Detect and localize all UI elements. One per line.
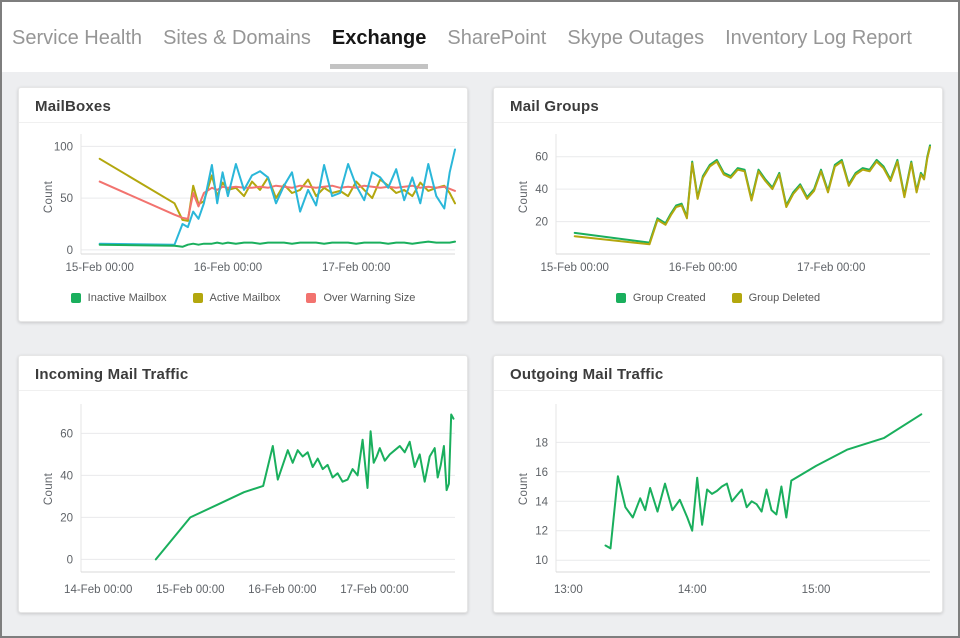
tab-service-health[interactable]: Service Health	[12, 27, 143, 49]
legend-label: Active Mailbox	[209, 292, 281, 304]
x-tick-label: 13:00	[554, 584, 583, 596]
incoming-mail-traffic-chart: Count 0 20 40 60 14-Feb 00:00 15-Feb 00:00 16-…	[19, 394, 467, 605]
tab-inventory-log-report[interactable]: Inventory Log Report	[725, 27, 912, 49]
legend-label: Inactive Mailbox	[87, 292, 167, 304]
x-tick-label: 16-Feb 00:00	[669, 262, 737, 274]
legend-swatch	[615, 293, 626, 303]
y-tick-label: 40	[535, 184, 548, 196]
tab-skype-outages[interactable]: Skype Outages	[567, 27, 705, 49]
chart-title-incoming: Incoming Mail Traffic	[35, 366, 189, 383]
x-tick-label: 15-Feb 00:00	[65, 262, 133, 274]
tab-bar: Service Health Sites & Domains Exchange Sha…	[2, 2, 958, 72]
legend-label: Group Deleted	[748, 292, 821, 304]
y-tick-label: 50	[60, 193, 73, 205]
dashboard-content: MailBoxes Count 0 50 100 15-Feb 00:00 16-Feb…	[2, 72, 958, 613]
outgoing-mail-traffic-plot: 10 12 14 16 18 13:00 14:00 15:00	[535, 404, 930, 596]
outgoing-mail-traffic-chart: Count 10 12 14 16 18 13:00 14:00 15:00	[494, 394, 942, 605]
legend-swatch	[192, 293, 203, 303]
series-incoming-mail	[154, 413, 455, 561]
y-axis-label: Count	[43, 180, 55, 213]
mailboxes-plot: 0 50 100 15-Feb 00:00 16-Feb 00:00 17-Feb 00:…	[54, 134, 456, 274]
chart-card-mail-groups: Mail Groups Count 20 40 60 15-Feb 00:00 16-F…	[493, 87, 943, 322]
chart-card-mailboxes: MailBoxes Count 0 50 100 15-Feb 00:00 16-Feb…	[18, 87, 468, 322]
mail-groups-chart: Count 20 40 60 15-Feb 00:00 16-Feb 00:00 17-F…	[494, 126, 942, 283]
y-tick-label: 10	[535, 555, 548, 567]
card-divider	[19, 122, 467, 123]
y-tick-label: 40	[60, 470, 73, 482]
series-unlabeled	[98, 148, 456, 246]
x-tick-label: 16-Feb 00:00	[194, 262, 262, 274]
legend-item-group-created[interactable]: Group Created	[615, 292, 706, 304]
y-tick-label: 0	[67, 554, 73, 566]
x-tick-label: 17-Feb 00:00	[340, 584, 408, 596]
series-inactive-mailbox	[98, 240, 456, 248]
y-tick-label: 0	[67, 245, 73, 257]
legend-item-over-warning-size[interactable]: Over Warning Size	[306, 292, 415, 304]
y-tick-label: 12	[535, 526, 548, 538]
y-tick-label: 100	[54, 141, 73, 153]
y-tick-label: 14	[535, 496, 548, 508]
x-tick-label: 14-Feb 00:00	[64, 584, 132, 596]
chart-title-outgoing: Outgoing Mail Traffic	[510, 366, 664, 383]
incoming-mail-traffic-plot: 0 20 40 60 14-Feb 00:00 15-Feb 00:00 16-Feb 00…	[60, 404, 455, 596]
legend-swatch	[306, 293, 317, 303]
x-tick-label: 17-Feb 00:00	[322, 262, 390, 274]
legend-label: Over Warning Size	[323, 292, 416, 304]
series-group-deleted	[573, 146, 931, 246]
legend-item-inactive-mailbox[interactable]: Inactive Mailbox	[70, 292, 167, 304]
x-tick-label: 14:00	[678, 584, 707, 596]
x-tick-label: 15-Feb 00:00	[540, 262, 608, 274]
tab-sharepoint[interactable]: SharePoint	[447, 27, 547, 49]
chart-title-mailboxes: MailBoxes	[35, 98, 111, 115]
y-tick-label: 18	[535, 437, 548, 449]
mailboxes-chart: Count 0 50 100 15-Feb 00:00 16-Feb 00:00 17-F…	[19, 126, 467, 283]
chart-legend: Inactive Mailbox Active Mailbox Over Warni…	[19, 292, 467, 304]
y-tick-label: 20	[535, 217, 548, 229]
legend-swatch	[70, 293, 81, 303]
legend-label: Group Created	[632, 292, 706, 304]
card-divider	[494, 390, 942, 391]
legend-item-group-deleted[interactable]: Group Deleted	[731, 292, 821, 304]
tab-exchange[interactable]: Exchange	[329, 26, 429, 69]
tab-sites-domains[interactable]: Sites & Domains	[163, 27, 311, 49]
series-outgoing-mail	[604, 413, 923, 550]
legend-item-active-mailbox[interactable]: Active Mailbox	[192, 292, 281, 304]
y-axis-label: Count	[43, 472, 55, 506]
legend-swatch	[731, 293, 742, 303]
chart-card-outgoing-mail-traffic: Outgoing Mail Traffic Count 10 12 14 16 18 13…	[493, 355, 943, 613]
y-tick-label: 60	[60, 428, 73, 440]
x-tick-label: 16-Feb 00:00	[248, 584, 316, 596]
chart-card-incoming-mail-traffic: Incoming Mail Traffic Count 0 20 40 60 14-Fe…	[18, 355, 468, 613]
y-axis-label: Count	[518, 180, 530, 213]
y-tick-label: 16	[535, 467, 548, 479]
y-axis-label: Count	[518, 472, 530, 506]
y-tick-label: 20	[60, 512, 73, 524]
x-tick-label: 17-Feb 00:00	[797, 262, 865, 274]
y-tick-label: 60	[535, 152, 548, 164]
x-tick-label: 15:00	[802, 584, 831, 596]
chart-title-mail-groups: Mail Groups	[510, 98, 599, 115]
mail-groups-plot: 20 40 60 15-Feb 00:00 16-Feb 00:00 17-Feb 00:…	[535, 134, 931, 274]
chart-legend: Group Created Group Deleted	[494, 292, 942, 304]
card-divider	[19, 390, 467, 391]
card-divider	[494, 122, 942, 123]
x-tick-label: 15-Feb 00:00	[156, 584, 224, 596]
